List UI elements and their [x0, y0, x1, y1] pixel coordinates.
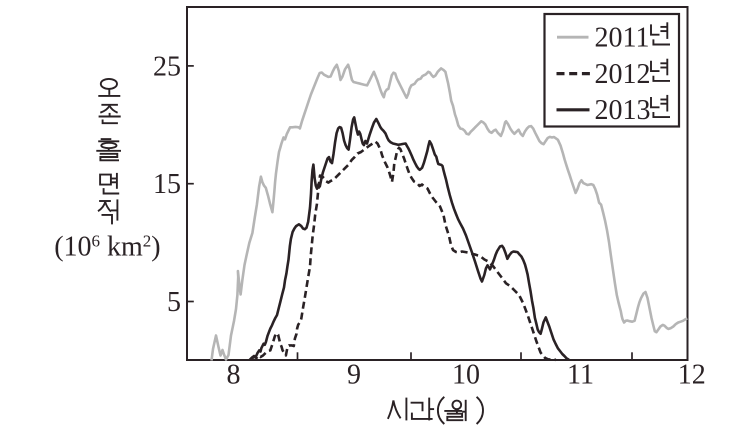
svg-text:11: 11 — [567, 359, 594, 390]
svg-text:8: 8 — [227, 359, 241, 390]
svg-text:12: 12 — [678, 359, 706, 390]
svg-text:9: 9 — [347, 359, 361, 390]
svg-text:15: 15 — [153, 169, 181, 200]
svg-text:10: 10 — [452, 359, 480, 390]
svg-text:25: 25 — [153, 51, 181, 82]
svg-text:5: 5 — [167, 287, 181, 318]
svg-text:2011: 2011 — [595, 23, 650, 54]
svg-text:2012: 2012 — [595, 59, 651, 90]
svg-text:2013: 2013 — [595, 95, 651, 126]
